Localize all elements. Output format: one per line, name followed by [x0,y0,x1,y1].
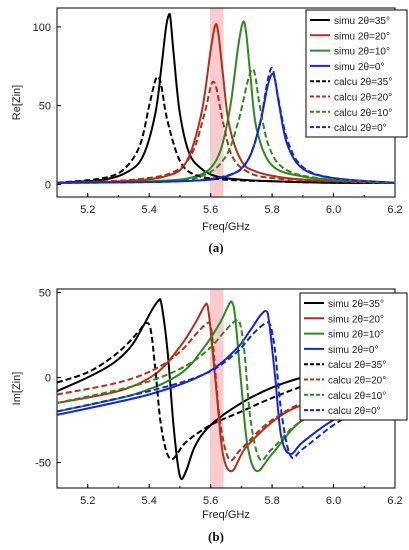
series-line-calcu-5 [57,80,395,184]
legend-entry-label: simu 2θ=0° [334,62,384,73]
legend-entry-label: simu 2θ=0° [328,345,378,356]
series-line-calcu-7 [57,66,395,184]
chart-panel-a: 5.2 5.4 5.6 5.8 6.0 6.2 0 50 100 Freq/GHz Re[Zin] s… [11,7,408,255]
legend-box [305,9,408,138]
legend-entry-label: calcu 2θ=0° [328,406,381,417]
x-tick-label: 6.2 [387,204,402,216]
y-tick-label: 100 [33,22,51,34]
y-tick-label: 0 [45,372,51,384]
series-line-calcu-5 [57,321,395,462]
legend-entry-label: calcu 2θ=20° [334,93,392,104]
x-tick-label: 5.8 [264,204,279,216]
x-tick-label: 6.0 [326,204,341,216]
legend-entry-label: simu 2θ=20° [334,31,390,42]
x-tick-label: 6.2 [387,495,402,507]
legend: simu 2θ=35° simu 2θ=20° simu 2θ=10° simu 2θ… [299,292,408,421]
x-tick-label: 5.2 [80,495,95,507]
x-axis-label: Freq/GHz [202,221,250,233]
legend-box [299,292,408,421]
series-line-simu-1 [57,23,395,184]
y-axis-label: Re[Zin] [11,85,23,120]
chart-panel-b: 5.2 5.4 5.6 5.8 6.0 6.2 50 0 -50 Freq/GHz Im[Zin] s… [11,287,408,544]
x-tick-label: 5.8 [264,495,279,507]
legend-entry-label: calcu 2θ=20° [328,376,386,387]
x-tick-label: 5.4 [142,495,157,507]
series-line-calcu-6 [57,318,395,462]
y-tick-label: 0 [45,179,51,191]
series-line-calcu-7 [57,321,395,459]
legend-entry-label: calcu 2θ=0° [334,123,387,134]
y-tick-label: 50 [39,287,51,299]
legend-entry-label: simu 2θ=10° [334,47,390,58]
panel-caption: (b) [208,529,224,544]
legend: simu 2θ=35° simu 2θ=20° simu 2θ=10° simu 2θ… [305,9,408,138]
x-tick-label: 5.6 [203,204,218,216]
legend-entry-label: calcu 2θ=10° [328,391,386,402]
y-axis-label: Im[Zin] [11,372,23,406]
series-line-simu-2 [57,300,395,473]
series-lines [57,298,395,481]
legend-entry-label: simu 2θ=20° [328,314,384,325]
legend-entry-label: calcu 2θ=10° [334,108,392,119]
panel-caption: (a) [208,240,223,255]
y-tick-label: 50 [39,101,51,113]
x-axis-label: Freq/GHz [202,509,250,521]
x-tick-label: 6.0 [326,495,341,507]
x-tick-label: 5.2 [80,204,95,216]
series-line-calcu-4 [57,75,395,184]
x-tick-label: 5.6 [203,495,218,507]
legend-entry-label: simu 2θ=35° [328,299,384,310]
legend-entry-label: simu 2θ=35° [334,16,390,27]
x-tick-label: 5.4 [142,204,157,216]
legend-entry-label: calcu 2θ=35° [328,360,386,371]
series-lines [57,12,395,184]
y-tick-label: -50 [35,457,51,469]
legend-entry-label: simu 2θ=10° [328,330,384,341]
legend-entry-label: calcu 2θ=35° [334,77,392,88]
